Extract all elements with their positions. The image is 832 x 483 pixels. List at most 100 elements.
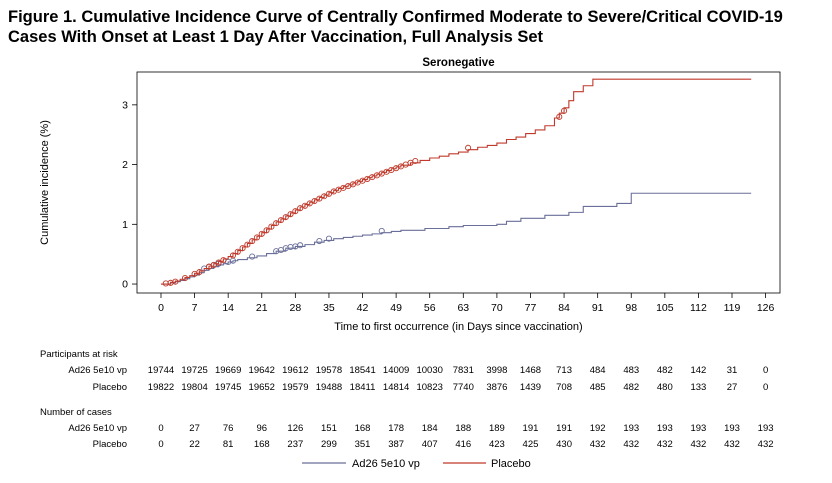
cases-table-title-cell: 168 — [355, 423, 371, 434]
censor-mark-placebo — [234, 248, 241, 255]
censor-mark-placebo — [229, 252, 237, 259]
cases-table-title-cell: 76 — [223, 423, 234, 434]
censor-mark-placebo — [556, 113, 563, 120]
risk-table-title-cell: 0 — [763, 382, 768, 393]
cases-table-title-cell: 432 — [590, 439, 606, 450]
y-axis: 0 1 2 3 — [122, 99, 137, 291]
censor-mark-placebo — [215, 259, 222, 266]
censor-mark-placebo — [181, 275, 189, 282]
censor-mark-placebo — [258, 230, 265, 237]
cases-table-title-cell: 423 — [489, 439, 505, 450]
risk-table-title-cell: 18541 — [349, 365, 375, 376]
cases-table-title-cell: 27 — [189, 423, 200, 434]
risk-table-title-cell: 19488 — [316, 382, 342, 393]
figure-title: Figure 1. Cumulative Incidence Curve of … — [8, 8, 783, 46]
censor-mark-ad26-5e10-vp — [316, 237, 323, 245]
cases-table-title-row-label: Placebo — [93, 439, 127, 450]
risk-table-title-cell: 19745 — [215, 382, 241, 393]
risk-table-title-cell: 3876 — [486, 382, 507, 393]
risk-table-title-cell: 10030 — [416, 365, 442, 376]
risk-table-title-cell: 7740 — [453, 382, 474, 393]
x-tick-label: 21 — [256, 302, 268, 314]
censor-mark-placebo — [297, 205, 304, 212]
risk-table-title: Participants at risk — [40, 349, 118, 360]
risk-table-title-cell: 483 — [623, 365, 639, 376]
censor-mark-placebo — [311, 197, 318, 205]
y-tick-label: 1 — [122, 219, 128, 231]
censor-mark-ad26-5e10-vp — [249, 253, 256, 260]
chart-title: Seronegative — [422, 57, 494, 69]
risk-table-title-cell: 482 — [623, 382, 639, 393]
cases-table-title-cell: 0 — [158, 439, 163, 450]
censor-mark-placebo — [277, 217, 285, 224]
censor-mark-placebo — [321, 193, 328, 200]
risk-table-title-cell: 7831 — [453, 365, 474, 376]
cases-table-title-cell: 0 — [158, 423, 163, 434]
censor-mark-placebo — [316, 195, 323, 202]
censor-mark-ad26-5e10-vp — [378, 227, 385, 234]
risk-table-title-cell: 133 — [690, 382, 706, 393]
censor-mark-placebo — [263, 227, 270, 234]
risk-table-title-cell: 3998 — [486, 365, 507, 376]
risk-table-title-cell: 31 — [727, 365, 738, 376]
plot-frame — [136, 71, 781, 294]
legend: Ad26 5e10 vp Placebo — [302, 458, 531, 470]
cases-table-title-cell: 432 — [657, 439, 673, 450]
x-tick-label: 112 — [690, 302, 707, 314]
cases-table-title-cell: 193 — [724, 423, 740, 434]
censor-mark-ad26-5e10-vp — [325, 235, 332, 242]
cases-table-title-cell: 191 — [556, 423, 572, 434]
censor-mark-placebo — [561, 107, 568, 114]
cases-table-title-cell: 193 — [690, 423, 706, 434]
x-tick-label: 7 — [192, 302, 198, 314]
x-tick-label: 119 — [724, 302, 741, 314]
risk-table-title-cell: 19612 — [282, 365, 308, 376]
cases-table-title-cell: 430 — [556, 439, 572, 450]
cases-table-title-cell: 126 — [287, 423, 303, 434]
x-tick-label: 105 — [656, 302, 674, 314]
risk-table-title-cell: 10823 — [416, 382, 442, 393]
series-line-ad26-5e10-vp — [160, 192, 752, 285]
cases-table-title-cell: 189 — [489, 423, 505, 434]
censor-mark-ad26-5e10-vp — [297, 242, 304, 249]
risk-table-title-row-label: Ad26 5e10 vp — [68, 365, 127, 376]
censor-mark-placebo — [244, 241, 251, 248]
cases-table-title-cell: 237 — [287, 439, 303, 450]
censor-mark-placebo — [465, 144, 472, 151]
risk-table-title-cell: 713 — [556, 365, 572, 376]
cases-table-title-cell: 407 — [422, 439, 438, 450]
risk-table: Participants at risk Ad26 5e10 vp 19744 197… — [40, 349, 768, 393]
cases-table-title-cell: 193 — [657, 423, 673, 434]
censor-mark-placebo — [249, 237, 256, 245]
x-tick-label: 49 — [390, 302, 402, 314]
cases-table-title-cell: 96 — [256, 423, 267, 434]
cases-table-title-cell: 425 — [523, 439, 539, 450]
censor-mark-placebo — [239, 245, 246, 252]
risk-table-title-cell: 19579 — [282, 382, 308, 393]
x-tick-label: 70 — [491, 302, 503, 314]
risk-table-title-cell: 485 — [590, 382, 606, 393]
x-tick-label: 98 — [625, 302, 637, 314]
y-axis-label: Cumulative incidence (%) — [39, 120, 51, 245]
censor-mark-placebo — [301, 202, 308, 209]
x-tick-label: 0 — [158, 302, 164, 314]
legend-label-ad26-5e10-vp: Ad26 5e10 vp — [352, 458, 420, 470]
x-axis: 0 7 14 21 28 35 42 49 56 63 70 77 84 91 98 105 112 119 126 — [158, 293, 775, 314]
censor-mark-placebo — [273, 220, 280, 227]
risk-table-title-cell: 1439 — [520, 382, 541, 393]
cases-table-title-cell: 416 — [455, 439, 471, 450]
risk-table-title-cell: 19669 — [215, 365, 241, 376]
x-tick-label: 84 — [558, 302, 570, 314]
y-tick-label: 3 — [122, 99, 128, 111]
cases-table-title-cell: 178 — [388, 423, 404, 434]
risk-table-title-cell: 0 — [763, 365, 768, 376]
cases-table-title-row-label: Ad26 5e10 vp — [68, 423, 127, 434]
x-tick-label: 91 — [592, 302, 604, 314]
cases-table-title-cell: 188 — [455, 423, 471, 434]
cases-table-title-cell: 193 — [758, 423, 774, 434]
censor-mark-placebo — [268, 223, 275, 230]
cases-table-title-cell: 168 — [254, 439, 270, 450]
risk-table-title-row-label: Placebo — [93, 382, 127, 393]
cases-table-title: Number of cases — [40, 407, 112, 418]
legend-label-placebo: Placebo — [491, 458, 531, 470]
